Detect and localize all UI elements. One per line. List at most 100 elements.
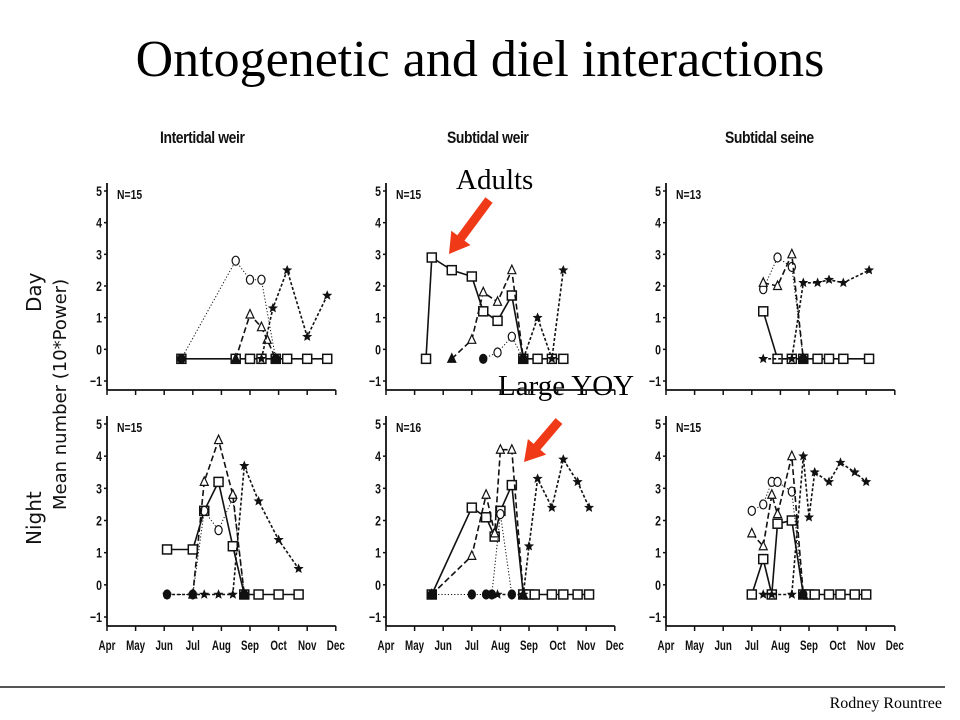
marker-square: [420, 353, 432, 365]
y-tick-label: 3: [375, 481, 381, 497]
marker-star: [256, 353, 267, 364]
y-tick-label: 3: [655, 247, 661, 263]
marker-star: [558, 454, 569, 464]
x-tick-label: May: [685, 637, 704, 653]
marker-star: [293, 563, 304, 574]
marker-star: [282, 264, 293, 275]
marker-triangle: [446, 352, 457, 363]
x-tick-label: Jul: [465, 637, 479, 653]
y-tick-label: 4: [375, 215, 381, 231]
marker-circle: [493, 347, 502, 358]
y-tick-label: 4: [655, 215, 661, 231]
marker-star: [546, 353, 557, 364]
marker-square: [506, 290, 518, 301]
marker-circle: [427, 589, 436, 600]
marker-triangle: [766, 488, 777, 499]
marker-triangle: [772, 507, 783, 519]
marker-square: [529, 589, 540, 600]
y-tick-label: 4: [96, 449, 102, 465]
y-tick-label: 1: [96, 310, 102, 326]
marker-star: [861, 476, 872, 487]
series-line-triangle: [763, 251, 805, 359]
x-tick-label: Sep: [800, 637, 818, 653]
marker-triangle: [492, 295, 503, 306]
n-label: N=15: [117, 421, 143, 435]
marker-star: [849, 467, 860, 477]
x-tick-label: May: [405, 637, 424, 653]
series-line-circle: [180, 259, 277, 360]
marker-square: [558, 589, 569, 600]
column-title-subtidal-weir: Subtidal weir: [447, 128, 529, 147]
marker-star: [302, 331, 313, 341]
marker-star: [572, 476, 583, 487]
marker-square: [227, 540, 239, 552]
x-tick-label: May: [126, 637, 145, 653]
marker-triangle: [506, 263, 517, 275]
series-line-triangle: [192, 437, 246, 595]
y-tick-label: 1: [96, 545, 102, 561]
marker-square: [823, 353, 835, 365]
marker-star: [187, 589, 198, 599]
y-tick-label: 0: [655, 577, 661, 593]
marker-circle: [231, 255, 240, 266]
y-tick-label: 2: [655, 279, 661, 295]
marker-circle: [787, 261, 797, 273]
y-tick-label: 4: [96, 215, 102, 231]
marker-star: [518, 589, 529, 599]
y-tick-label: 3: [375, 247, 381, 263]
marker-star: [253, 495, 264, 506]
marker-star: [812, 277, 823, 288]
marker-square: [506, 479, 518, 491]
x-tick-label: Aug: [491, 637, 510, 653]
marker-star: [809, 467, 820, 477]
y-tick-label: 4: [655, 449, 661, 465]
marker-square: [213, 476, 224, 488]
annotation-adults: Adults: [456, 164, 534, 196]
y-tick-label: 4: [375, 449, 381, 465]
marker-square: [772, 353, 783, 365]
marker-star: [823, 274, 835, 284]
marker-square: [253, 589, 264, 600]
y-tick-label: 3: [96, 481, 102, 497]
y-tick-label: −1: [649, 610, 661, 626]
marker-square: [849, 589, 861, 600]
y-tick-label: −1: [369, 374, 381, 390]
marker-star: [518, 353, 529, 364]
marker-square: [477, 306, 489, 317]
marker-circle: [759, 499, 768, 510]
marker-circle: [773, 252, 782, 263]
x-tick-label: Nov: [577, 637, 596, 653]
marker-star: [838, 277, 849, 288]
marker-star: [546, 502, 557, 512]
marker-square: [244, 353, 256, 365]
marker-square: [860, 589, 872, 600]
marker-triangle: [786, 247, 797, 259]
marker-triangle: [798, 352, 809, 363]
series-line-open-square: [762, 311, 870, 360]
marker-square: [321, 353, 333, 365]
chart-grid: 5 4 3 2 1 0 −1 N=15 5 4 3 2 1 0 −1 N=15 5 4 3 2 1 0 −1 N=13 5 4 3 2…: [90, 183, 904, 653]
marker-circle: [245, 274, 255, 285]
marker-star: [584, 502, 595, 512]
x-tick-label: Jul: [745, 637, 759, 653]
marker-square: [558, 353, 569, 365]
series-line-triangle: [431, 448, 525, 596]
y-tick-label: 0: [96, 577, 102, 593]
y-tick-label: 1: [375, 545, 381, 561]
slide-title: Ontogenetic and diel interactions: [135, 31, 825, 88]
marker-star: [267, 302, 278, 313]
marker-triangle: [199, 475, 210, 486]
y-tick-label: −1: [90, 610, 102, 626]
series-line-circle: [431, 514, 513, 595]
marker-square: [480, 512, 492, 523]
marker-square: [583, 589, 595, 600]
x-tick-label: Jun: [155, 637, 172, 653]
marker-star: [798, 277, 809, 288]
marker-square: [838, 353, 849, 365]
y-tick-label: 1: [375, 310, 381, 326]
marker-triangle: [481, 488, 492, 499]
marker-star: [199, 589, 210, 599]
series-line-star: [167, 465, 300, 596]
marker-square: [293, 589, 304, 600]
marker-triangle: [478, 285, 489, 297]
